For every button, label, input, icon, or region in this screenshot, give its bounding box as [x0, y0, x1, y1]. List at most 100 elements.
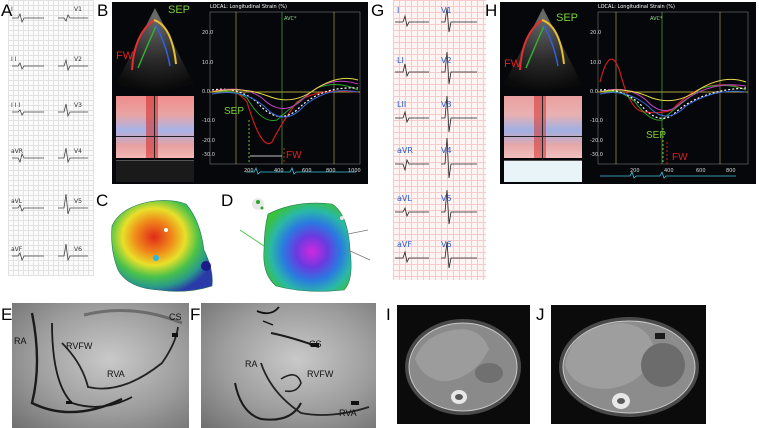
ecg-a-lead-left-1: I: [11, 6, 13, 13]
ct-scan-panel-i: [397, 305, 530, 424]
panel-label-b: B: [97, 1, 109, 20]
strain-b-xtick-2: 400: [274, 168, 284, 174]
echo-h-sep-label: SEP: [556, 12, 579, 24]
fluoro-e-rvfw-label: RVFW: [66, 341, 93, 351]
activation-map-panel-c: [108, 190, 220, 294]
ecg-g-lead-right-2: V2: [441, 56, 452, 65]
fluoro-f-rva-label: RVA: [339, 408, 357, 418]
panel-label-c: C: [96, 191, 109, 210]
panel-label-h: H: [485, 1, 498, 20]
strain-h-xtick-4: 800: [726, 168, 736, 174]
catheter-lines-e: [30, 309, 183, 414]
ecg-g-lead-left-3: LII: [397, 100, 407, 109]
strain-header-h: LOCAL: Longitudinal Strain (%): [598, 4, 675, 10]
panel-label-a: A: [1, 1, 13, 20]
echo-b-fw-label: FW: [116, 50, 134, 62]
ecg-g-lead-left-6: aVF: [397, 240, 412, 249]
ecg-a-lead-right-2: V2: [74, 56, 82, 63]
strain-h-ytick-4: -10.0: [590, 118, 603, 124]
strain-h-xtick-3: 600: [696, 168, 706, 174]
ecg-panel-g: I LI LII aVR aVL aVF V1 V2 V3 V4 V5 V6: [393, 0, 486, 280]
strain-h-sep-annotation: SEP: [646, 130, 667, 141]
strain-h-fw-annotation: FW: [672, 152, 688, 163]
ecg-a-lead-right-1: V1: [74, 6, 82, 13]
panel-label-g: G: [371, 1, 385, 20]
activation-map-d: [239, 198, 371, 292]
ecg-g-lead-right-1: V1: [441, 6, 452, 15]
strain-marker-h: AVC*: [650, 16, 663, 22]
ecg-g-lead-right-3: V3: [441, 100, 452, 109]
ecg-a-lead-right-6: V6: [74, 246, 82, 253]
strain-b-sep-annotation: SEP: [224, 106, 245, 117]
strain-b-ytick-2: 10.0: [202, 60, 214, 66]
strain-h-xtick-2: 400: [664, 168, 674, 174]
strain-b-xtick-4: 800: [326, 168, 336, 174]
fluoro-f-rvfw-label: RVFW: [307, 369, 334, 379]
strain-b-ytick-1: 20.0: [202, 30, 214, 36]
fluoroscopy-panel-e: RA RVFW RVA CS: [12, 303, 189, 428]
panel-label-j: J: [536, 305, 545, 324]
echo-h-fw-label: FW: [504, 58, 522, 70]
strain-header-b: LOCAL: Longitudinal Strain (%): [210, 4, 287, 10]
fluoro-e-ra-label: RA: [14, 336, 27, 346]
ecg-g-lead-left-1: I: [397, 6, 400, 15]
strain-b-ytick-5: -20.0: [202, 138, 215, 144]
strain-b-xtick-3: 600: [302, 168, 312, 174]
ecg-a-lead-left-6: aVF: [11, 246, 23, 253]
strain-curves-b: [209, 11, 361, 175]
ecg-g-lead-left-4: aVR: [397, 146, 413, 155]
fluoro-e-rva-label: RVA: [107, 369, 125, 379]
ecg-panel-a: I I I I I I aVR aVL aVF V1 V2 V3 V4 V5 V…: [8, 0, 94, 276]
strain-echo-panel-b: SEP FW LOCAL: Longitudinal Strain (%) AV…: [112, 2, 368, 184]
strain-echo-panel-h: SEP FW LOCAL: Longitudinal Strain (%) AV…: [500, 2, 756, 184]
strain-h-ytick-6: -30.0: [590, 152, 603, 158]
strain-h-ytick-3: 0.0: [590, 89, 598, 95]
strain-b-fw-annotation: FW: [286, 150, 302, 161]
strain-b-ytick-4: -10.0: [202, 118, 215, 124]
echo-sector-image-b: [116, 8, 194, 90]
strain-h-ytick-5: -20.0: [590, 138, 603, 144]
fluoro-f-cs-label: CS: [309, 339, 322, 349]
ecg-a-lead-left-4: aVR: [11, 148, 23, 155]
strain-h-xtick-1: 200: [630, 168, 640, 174]
fluoro-f-ra-label: RA: [245, 359, 258, 369]
strain-colormap-b: [116, 96, 194, 158]
strain-plot-b: LOCAL: Longitudinal Strain (%) AVC* SEP …: [202, 2, 368, 184]
activation-map-c: [111, 200, 213, 292]
strain-colormap-h: [504, 96, 582, 158]
catheter-lines-f: [234, 306, 370, 421]
ecg-a-lead-right-4: V4: [74, 148, 82, 155]
panel-label-i: I: [386, 305, 391, 324]
fluoro-e-cs-label: CS: [169, 312, 182, 322]
echo-ecg-strip-h: [504, 160, 582, 182]
strain-curves-h: [597, 11, 749, 179]
strain-marker-b: AVC*: [284, 16, 297, 22]
strain-h-ytick-1: 20.0: [590, 30, 602, 36]
ecg-g-lead-left-5: aVL: [397, 194, 412, 203]
fluoroscopy-panel-f: RA RVFW RVA CS: [201, 303, 376, 428]
strain-b-ytick-6: -30.0: [202, 152, 215, 158]
ct-scan-panel-j: [551, 305, 706, 424]
ecg-a-lead-left-2: I I: [11, 56, 17, 63]
ecg-g-lead-right-5: V5: [441, 194, 452, 203]
ecg-a-lead-right-5: V5: [74, 198, 82, 205]
ecg-g-lead-left-2: LI: [397, 56, 404, 65]
panel-label-f: F: [190, 305, 201, 324]
ecg-traces-a: [12, 12, 88, 262]
ecg-g-lead-right-4: V4: [441, 146, 452, 155]
strain-b-xtick-1: 200: [244, 168, 254, 174]
strain-plot-h: LOCAL: Longitudinal Strain (%) AVC* SEP …: [590, 2, 756, 184]
panel-label-d: D: [221, 191, 234, 210]
ecg-traces-g: [395, 7, 477, 269]
ecg-a-lead-right-3: V3: [74, 102, 82, 109]
strain-b-ytick-3: 0.0: [202, 89, 210, 95]
ecg-a-lead-left-5: aVL: [11, 198, 23, 205]
ecg-a-lead-left-3: I I I: [11, 102, 21, 109]
strain-h-ytick-2: 10.0: [590, 60, 602, 66]
ct-image-j: [559, 317, 699, 417]
echo-sector-image-h: [504, 8, 582, 90]
ct-image-i: [405, 319, 521, 415]
panel-label-e: E: [1, 305, 13, 324]
activation-map-panel-d: [236, 190, 376, 296]
echo-b-sep-label: SEP: [168, 4, 191, 16]
